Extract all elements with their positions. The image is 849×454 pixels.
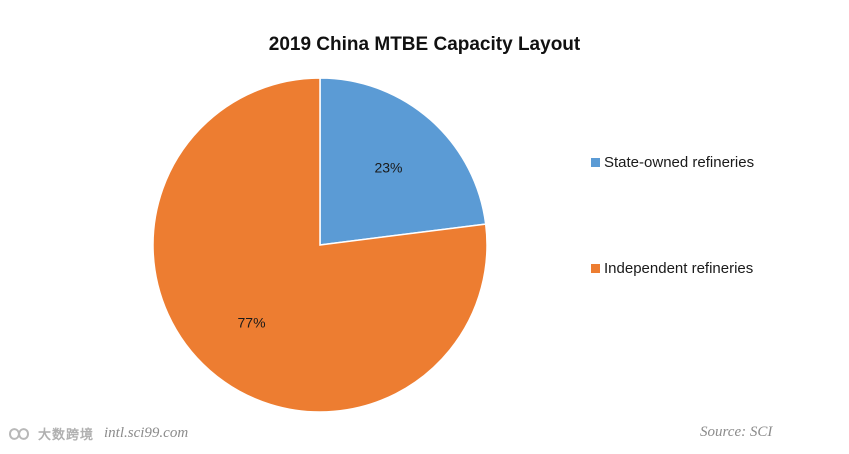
logo-icon <box>8 427 30 440</box>
legend-swatch <box>591 264 600 273</box>
legend-label: State-owned refineries <box>604 154 755 171</box>
legend-item-state-owned: State-owned refineries <box>591 154 754 171</box>
legend-swatch <box>591 158 600 167</box>
chart-title: 2019 China MTBE Capacity Layout <box>268 34 581 55</box>
pie-slice-0 <box>319 77 487 246</box>
legend-item-independent: Independent refineries <box>591 260 753 277</box>
pie-slices <box>152 77 488 413</box>
watermark-left: 大数跨境 intl.sci99.com <box>6 424 188 443</box>
logo-text: 大数跨境 <box>38 428 95 443</box>
legend-label: Independent refineries <box>604 260 754 277</box>
website-text: intl.sci99.com <box>104 425 189 441</box>
slice-labels: 23% 77% <box>238 159 403 330</box>
pie-slice-1 <box>152 77 488 413</box>
source-note: Source: SCI <box>700 424 773 440</box>
slice-label-0: 23% <box>374 159 402 175</box>
slice-label-1: 77% <box>238 315 266 331</box>
